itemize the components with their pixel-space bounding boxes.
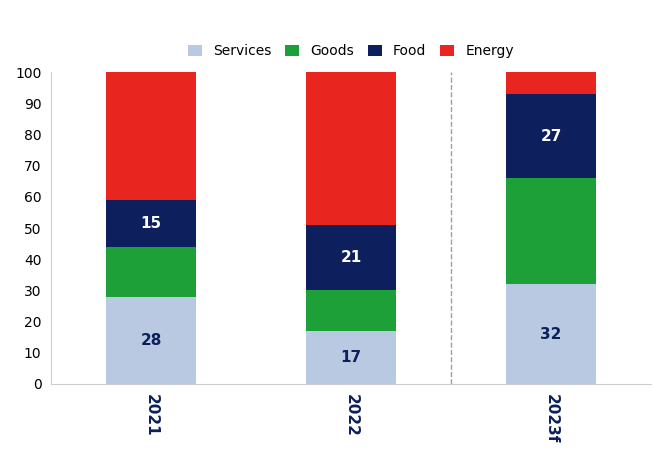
Bar	[306, 290, 396, 331]
Text: 27: 27	[540, 129, 561, 144]
Bar	[106, 247, 196, 297]
Bar	[106, 200, 196, 247]
Bar	[506, 178, 596, 284]
Text: 32: 32	[540, 327, 561, 342]
Bar	[106, 72, 196, 200]
Bar	[306, 225, 396, 290]
Text: 21: 21	[340, 250, 362, 265]
Bar	[106, 297, 196, 384]
Legend: Services, Goods, Food, Energy: Services, Goods, Food, Energy	[182, 38, 519, 64]
Text: 17: 17	[340, 350, 362, 365]
Text: 15: 15	[141, 216, 162, 231]
Text: 28: 28	[141, 333, 162, 348]
Bar	[506, 72, 596, 94]
Bar	[506, 94, 596, 178]
Bar	[506, 284, 596, 384]
Bar	[306, 331, 396, 384]
Bar	[306, 72, 396, 225]
